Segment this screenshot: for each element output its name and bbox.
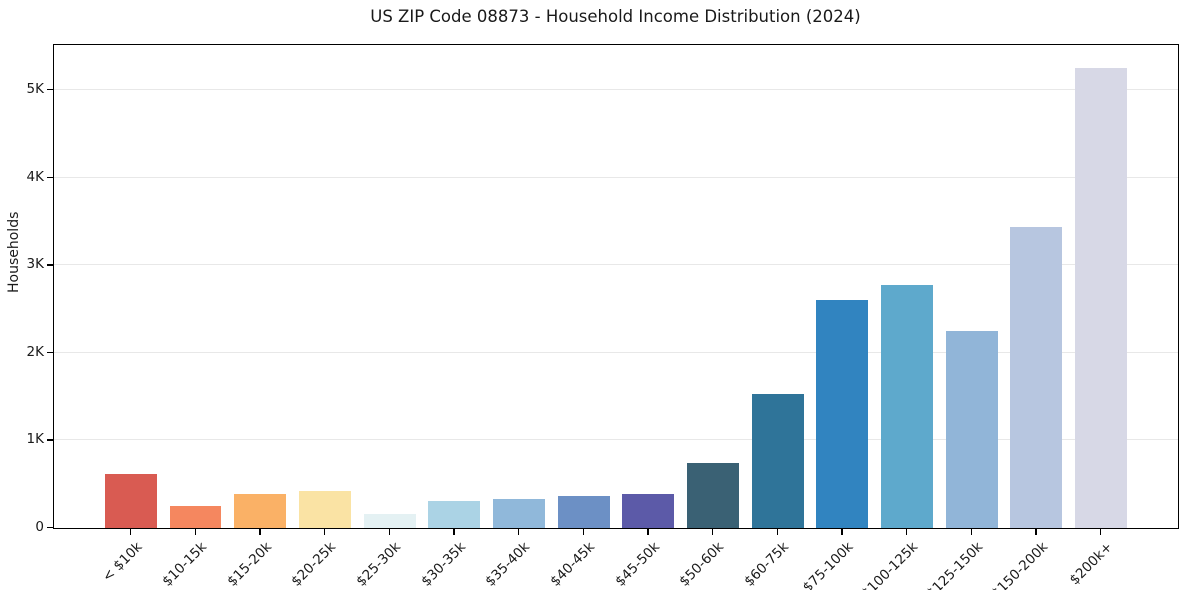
x-tick-mark (129, 528, 132, 535)
y-tick-label: 3K (26, 256, 44, 273)
bar-$45-50k (622, 493, 675, 528)
x-tick-label: $100-125k (858, 539, 922, 590)
x-tick-label: $40-45k (547, 539, 598, 590)
bar-$40-45k (557, 496, 610, 528)
x-tick-label: $25-30k (353, 539, 404, 590)
x-tick-label: $45-50k (611, 539, 663, 590)
y-tick-label: 5K (26, 81, 44, 98)
x-tick-label: $30-35k (417, 539, 469, 590)
bar-$100-125k (881, 285, 933, 528)
x-tick-label: $10-15k (159, 539, 210, 590)
gridline (54, 351, 1178, 353)
gridline (54, 439, 1178, 441)
x-tick-mark (1035, 528, 1037, 535)
bar-$15-20k (234, 494, 287, 528)
bar-$25-30k (363, 513, 416, 528)
y-tick-mark (47, 527, 53, 529)
x-tick-mark (906, 528, 908, 535)
bar-$35-40k (493, 498, 545, 528)
bar-$50-60k (687, 462, 739, 528)
x-tick-mark (970, 528, 973, 535)
y-tick-mark (47, 439, 53, 441)
x-tick-label: $75-100k (799, 539, 857, 590)
x-tick-label: $200k+ (1066, 539, 1116, 589)
x-tick-label: $150-200k (987, 539, 1051, 590)
x-tick-mark (647, 528, 649, 535)
x-tick-mark (453, 528, 455, 535)
bar-$60-75k (751, 394, 804, 528)
y-tick-mark (47, 176, 53, 179)
x-tick-mark (582, 528, 585, 535)
y-tick-label: 1K (26, 431, 44, 448)
bar-< $10k (105, 473, 157, 528)
x-tick-label: $35-40k (482, 539, 534, 590)
bar-$30-35k (428, 500, 481, 528)
x-tick-mark (517, 528, 520, 535)
x-tick-label: < $10k (99, 539, 146, 586)
x-tick-mark (388, 528, 391, 535)
x-tick-label: $125-150k (923, 539, 987, 590)
x-tick-mark (841, 528, 843, 535)
x-tick-mark (776, 528, 779, 535)
y-axis-title: Households (6, 211, 22, 293)
y-tick-mark (47, 351, 53, 354)
y-tick-mark (47, 89, 53, 91)
x-tick-label: $15-20k (223, 539, 275, 590)
bar-$125-150k (945, 330, 998, 528)
gridline (54, 176, 1178, 178)
bar-$75-100k (816, 300, 869, 528)
x-tick-mark (194, 528, 197, 535)
y-tick-label: 4K (26, 168, 44, 185)
plot-area (53, 44, 1179, 529)
x-tick-mark (259, 528, 261, 535)
gridline (54, 264, 1178, 266)
bar-$200k+ (1075, 68, 1127, 528)
bar-$150-200k (1010, 226, 1063, 528)
chart-title: US ZIP Code 08873 - Household Income Dis… (370, 7, 861, 26)
x-tick-mark (1100, 528, 1102, 535)
gridline (54, 89, 1178, 91)
x-tick-label: $50-60k (676, 539, 728, 590)
y-tick-label: 2K (26, 343, 44, 360)
x-tick-label: $60-75k (741, 539, 792, 590)
x-tick-mark (712, 528, 714, 535)
x-tick-mark (323, 528, 326, 535)
bar-$10-15k (169, 506, 222, 528)
x-tick-label: $20-25k (288, 539, 340, 590)
bar-$20-25k (299, 490, 351, 528)
y-tick-label: 0 (35, 519, 44, 535)
y-tick-mark (47, 264, 53, 266)
